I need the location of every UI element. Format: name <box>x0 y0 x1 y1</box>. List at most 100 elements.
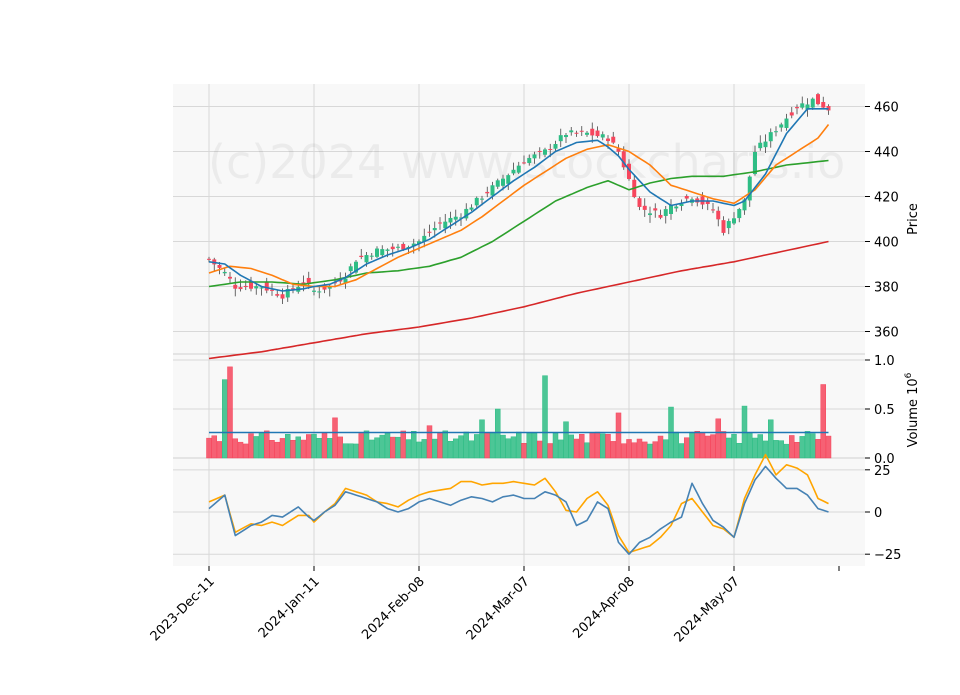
candle-body <box>758 142 763 149</box>
volume-bar <box>453 438 459 459</box>
candle-body <box>275 294 280 296</box>
candle-body <box>385 249 390 251</box>
candle-body <box>621 151 626 168</box>
candle-body <box>579 130 584 132</box>
volume-bar <box>337 436 343 459</box>
volume-bar <box>778 440 784 459</box>
volume-bar <box>248 433 254 459</box>
volume-bar <box>573 438 580 459</box>
volume-bar <box>505 438 511 459</box>
volume-bar <box>489 432 496 459</box>
candle-body <box>763 141 768 148</box>
volume-bar <box>426 425 433 459</box>
candle-body <box>469 207 474 210</box>
candle-body <box>800 103 805 108</box>
candle-body <box>511 169 516 174</box>
candle-body <box>564 135 568 138</box>
candle-body <box>453 216 458 220</box>
volume-bar <box>400 430 406 459</box>
volume-tick-label: 1.0 <box>874 354 895 369</box>
candle-body <box>789 112 794 116</box>
volume-bar <box>232 438 238 459</box>
x-tick-label: 2023-Dec-11 <box>148 574 218 644</box>
oscillator-tick-label: 0 <box>874 506 882 521</box>
candle-body <box>768 132 773 142</box>
volume-bar <box>715 418 721 459</box>
price-tick-label: 440 <box>874 146 899 161</box>
volume-bar <box>211 435 217 459</box>
volume-bar <box>495 408 501 459</box>
volume-bar <box>563 421 569 459</box>
candle-body <box>417 241 421 245</box>
volume-bar <box>447 440 454 459</box>
candle-body <box>558 135 563 142</box>
candle-body <box>291 288 295 290</box>
ma100-line <box>208 240 829 360</box>
volume-bar <box>206 437 212 459</box>
volume-bar <box>390 436 396 459</box>
x-tick-label: 2024-Mar-07 <box>464 574 533 643</box>
candle-body <box>348 266 353 272</box>
ma5-line <box>208 108 829 292</box>
volume-bar <box>405 439 412 459</box>
volume-bar <box>395 436 401 459</box>
volume-bar <box>589 432 595 459</box>
candle-body <box>527 158 532 163</box>
candle-body <box>249 281 253 289</box>
candle-body <box>821 102 826 108</box>
candle-body <box>459 217 463 219</box>
candle-body <box>306 277 311 284</box>
candle-body <box>343 278 348 283</box>
price-panel-bg <box>173 84 865 354</box>
volume-bar <box>694 430 700 459</box>
volume-bar <box>384 432 391 459</box>
candle-body <box>285 289 290 298</box>
candle-body <box>485 191 490 194</box>
volume-bar <box>216 441 223 459</box>
candle-body <box>747 176 752 201</box>
volume-bar <box>621 443 627 459</box>
oscillator-tick-label: −25 <box>874 548 901 563</box>
candle-body <box>369 255 374 257</box>
candle-body <box>390 246 395 250</box>
volume-bar <box>258 432 265 459</box>
volume-bar <box>521 443 527 459</box>
volume-bar <box>458 435 464 459</box>
volume-bar <box>300 439 307 459</box>
volume-bar <box>227 366 233 459</box>
volume-bar <box>442 430 448 459</box>
volume-bar <box>379 434 385 459</box>
candle-body <box>280 294 285 299</box>
volume-bar <box>631 442 637 459</box>
candle-body <box>317 291 322 293</box>
volume-bar <box>243 443 249 459</box>
volume-bar <box>437 432 443 459</box>
price-tick-label: 360 <box>874 326 899 341</box>
candle-body <box>784 118 789 128</box>
volume-bar <box>306 434 312 459</box>
oscillator-tick-label: 25 <box>874 464 891 479</box>
volume-axis-label: Volume 106 <box>904 372 921 447</box>
volume-bar <box>615 412 622 459</box>
volume-bar <box>610 441 616 459</box>
candle-body <box>532 154 537 159</box>
candle-body <box>795 107 799 109</box>
volume-bar <box>783 443 790 459</box>
volume-bar <box>531 432 538 459</box>
candle-body <box>464 208 469 219</box>
candle-body <box>490 185 495 196</box>
volume-bar <box>353 443 359 459</box>
volume-bar <box>316 438 322 459</box>
candle-body <box>616 148 621 152</box>
volume-bar <box>237 441 244 459</box>
volume-bar <box>600 433 606 459</box>
volume-bar <box>411 431 417 459</box>
volume-bar <box>752 437 758 459</box>
oscillator-layer <box>208 453 829 556</box>
candle-body <box>648 213 652 216</box>
candle-body <box>721 220 726 233</box>
volume-bar <box>647 443 653 459</box>
x-tick-label: 2024-Feb-08 <box>359 574 428 643</box>
volume-bar <box>825 435 832 459</box>
